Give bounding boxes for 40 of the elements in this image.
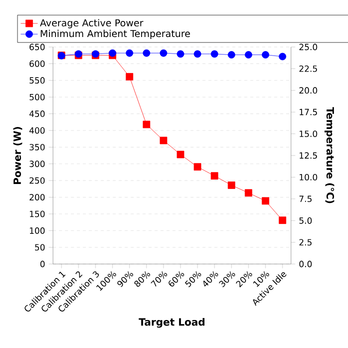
y-tick-label: 550 bbox=[30, 77, 45, 84]
y2-tick-label: 10.0 bbox=[300, 174, 318, 180]
y2-tick-label: 17.5 bbox=[300, 108, 317, 116]
y-tick-label: 500 bbox=[30, 94, 45, 100]
y-tick-label: 450 bbox=[29, 110, 45, 117]
y-tick-label: 50 bbox=[35, 244, 45, 251]
point bbox=[126, 73, 134, 80]
y2-tick-label: 12.5 bbox=[300, 152, 317, 159]
y-tick-label: 250 bbox=[30, 177, 45, 184]
point bbox=[210, 172, 218, 180]
y2-tick-label: 0.0 bbox=[299, 260, 312, 268]
y-tick-label: 150 bbox=[30, 210, 45, 218]
point bbox=[228, 182, 236, 189]
point bbox=[142, 120, 150, 128]
point bbox=[160, 136, 168, 144]
y2-tick-label: 2.5 bbox=[299, 239, 312, 246]
y2-axis-title: Temperature (°C) bbox=[324, 107, 334, 204]
y2-tick-label: 7.5 bbox=[299, 196, 312, 202]
point bbox=[244, 189, 252, 197]
y2-tick-label: 20.0 bbox=[299, 87, 318, 94]
legend-label: Average Active Power bbox=[40, 19, 144, 28]
point bbox=[194, 163, 202, 171]
y-tick-label: 200 bbox=[30, 194, 45, 200]
legend-label: Minimum Ambient Temperature bbox=[40, 30, 190, 39]
y2-tick-label: 5.0 bbox=[299, 217, 312, 224]
y2-tick-label: 15.0 bbox=[300, 130, 318, 138]
y-tick-label: 350 bbox=[30, 144, 45, 150]
point bbox=[278, 216, 286, 224]
point bbox=[262, 197, 270, 205]
y-tick-label: 100 bbox=[30, 227, 45, 234]
y2-tick-label: 22.5 bbox=[299, 65, 317, 72]
y-tick-label: 650 bbox=[30, 44, 45, 50]
y-tick-label: 0 bbox=[40, 260, 45, 268]
y2-tick-label: 25.0 bbox=[299, 44, 318, 50]
x-axis-title: Target Load bbox=[138, 318, 204, 328]
y-axis-title: Power (W) bbox=[13, 126, 22, 184]
y-tick-label: 600 bbox=[30, 60, 45, 67]
y-tick-label: 400 bbox=[29, 127, 45, 134]
y-tick-label: 300 bbox=[30, 160, 45, 168]
point bbox=[176, 150, 184, 158]
